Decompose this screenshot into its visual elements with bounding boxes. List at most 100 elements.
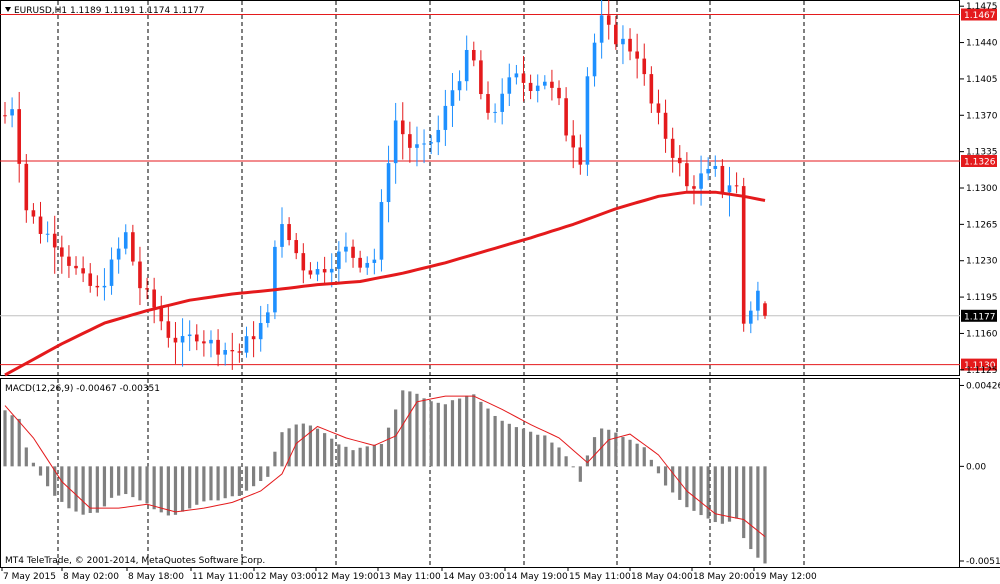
candle-body [102, 285, 107, 288]
time-tick-label: 8 May 18:00 [128, 572, 184, 582]
macd-bar [734, 466, 739, 519]
candle-body [550, 81, 554, 88]
candle-body [429, 142, 433, 144]
macd-bar [521, 428, 526, 467]
horizontal-levels[interactable]: 1.1467 1.1326 1.1130 1.1177 [0, 8, 997, 372]
candlesticks [3, 0, 767, 370]
macd-bar [550, 442, 554, 467]
macd-bar [713, 466, 717, 523]
macd-bar [145, 466, 149, 504]
candle-body [95, 285, 100, 288]
candle-body [486, 94, 490, 113]
candle-body [351, 246, 355, 258]
macd-bar [663, 466, 668, 486]
time-tick-label: 7 May 2015 [3, 572, 56, 582]
candle-body [173, 337, 178, 343]
macd-bar [17, 418, 21, 467]
candle-body [656, 103, 661, 113]
grid-lines [57, 1, 805, 567]
candle-body [10, 109, 14, 116]
ma-line [4, 190, 766, 377]
macd-bar [543, 435, 547, 467]
macd-bar [635, 443, 639, 467]
macd-bar [259, 466, 263, 481]
macd-bar [166, 466, 170, 516]
candle-body [720, 165, 725, 193]
macd-bar [699, 466, 703, 516]
candle-body [479, 60, 483, 95]
macd-bar [500, 420, 504, 467]
candle-body [273, 246, 277, 313]
candle-body [38, 216, 43, 234]
macd-bar [507, 423, 511, 467]
chevron-down-icon[interactable] [5, 7, 11, 12]
price-tick-label: 1.1125 [966, 366, 998, 376]
moving-average [4, 190, 766, 377]
macd-bar [436, 402, 440, 467]
candle-body [74, 265, 78, 269]
macd-bar [244, 466, 249, 491]
candle-body [436, 129, 441, 143]
candle-body [571, 135, 576, 148]
candle-body [585, 76, 590, 165]
macd-bar [230, 466, 234, 497]
macd-bar [578, 466, 582, 482]
macd-bar [365, 446, 369, 467]
candle-body [727, 185, 732, 193]
macd-bar [173, 466, 178, 515]
macd-bar [720, 466, 724, 524]
candle-body [308, 270, 313, 275]
macd-bar [379, 443, 384, 467]
macd-bar [457, 398, 462, 467]
candle-body [109, 259, 114, 286]
macd-bar [131, 466, 135, 498]
candle-body [52, 233, 57, 248]
macd-bar [202, 466, 206, 502]
level-tag-label: 1.1130 [964, 361, 996, 371]
macd-bar [46, 466, 50, 487]
candle-body [301, 253, 306, 271]
candle-body [194, 334, 199, 342]
candle-body [464, 49, 469, 82]
candle-body [706, 168, 710, 174]
macd-bar [529, 431, 533, 467]
macd-bar [344, 446, 348, 467]
macd-bar [472, 394, 476, 467]
candle-body [244, 336, 249, 353]
macd-readout: MACD(12,26,9) -0.00467 -0.00351 [5, 384, 160, 394]
macd-bar [621, 437, 625, 467]
price-tick-label: 1.1195 [966, 293, 998, 303]
macd-bar [209, 466, 213, 501]
macd-bar [251, 466, 256, 487]
candle-body [88, 273, 93, 286]
macd-bar [159, 466, 163, 513]
macd-bar [742, 466, 746, 539]
macd-bar [60, 466, 64, 502]
copyright-text: MT4 TeleTrade, © 2001-2014, MetaQuotes S… [5, 556, 265, 566]
macd-bar [287, 428, 291, 467]
macd-bar [756, 466, 760, 558]
level-tag [961, 358, 997, 371]
time-tick-label: 15 May 11:00 [569, 572, 631, 582]
candle-body [528, 82, 533, 92]
macd-bar [223, 466, 227, 499]
candle-body [315, 269, 320, 275]
candle-body [415, 144, 419, 148]
macd-bar [323, 433, 327, 467]
macd-bar [585, 455, 590, 467]
candle-body [507, 77, 512, 94]
candle-body [763, 303, 767, 316]
macd-bar [372, 444, 376, 467]
macd-bar [415, 393, 419, 467]
macd-bar [571, 466, 575, 468]
candle-body [450, 90, 455, 106]
price-axis: 1.1475 1.1440 1.1405 1.1370 1.1335 1.1300 1.12… [960, 2, 998, 376]
candle-body [408, 134, 412, 148]
macd-bar [422, 398, 426, 467]
candle-body [294, 240, 299, 254]
candle-body [131, 232, 135, 262]
macd-bar [401, 390, 405, 467]
time-tick-label: 12 May 03:00 [255, 572, 317, 582]
macd-bar [386, 427, 391, 467]
